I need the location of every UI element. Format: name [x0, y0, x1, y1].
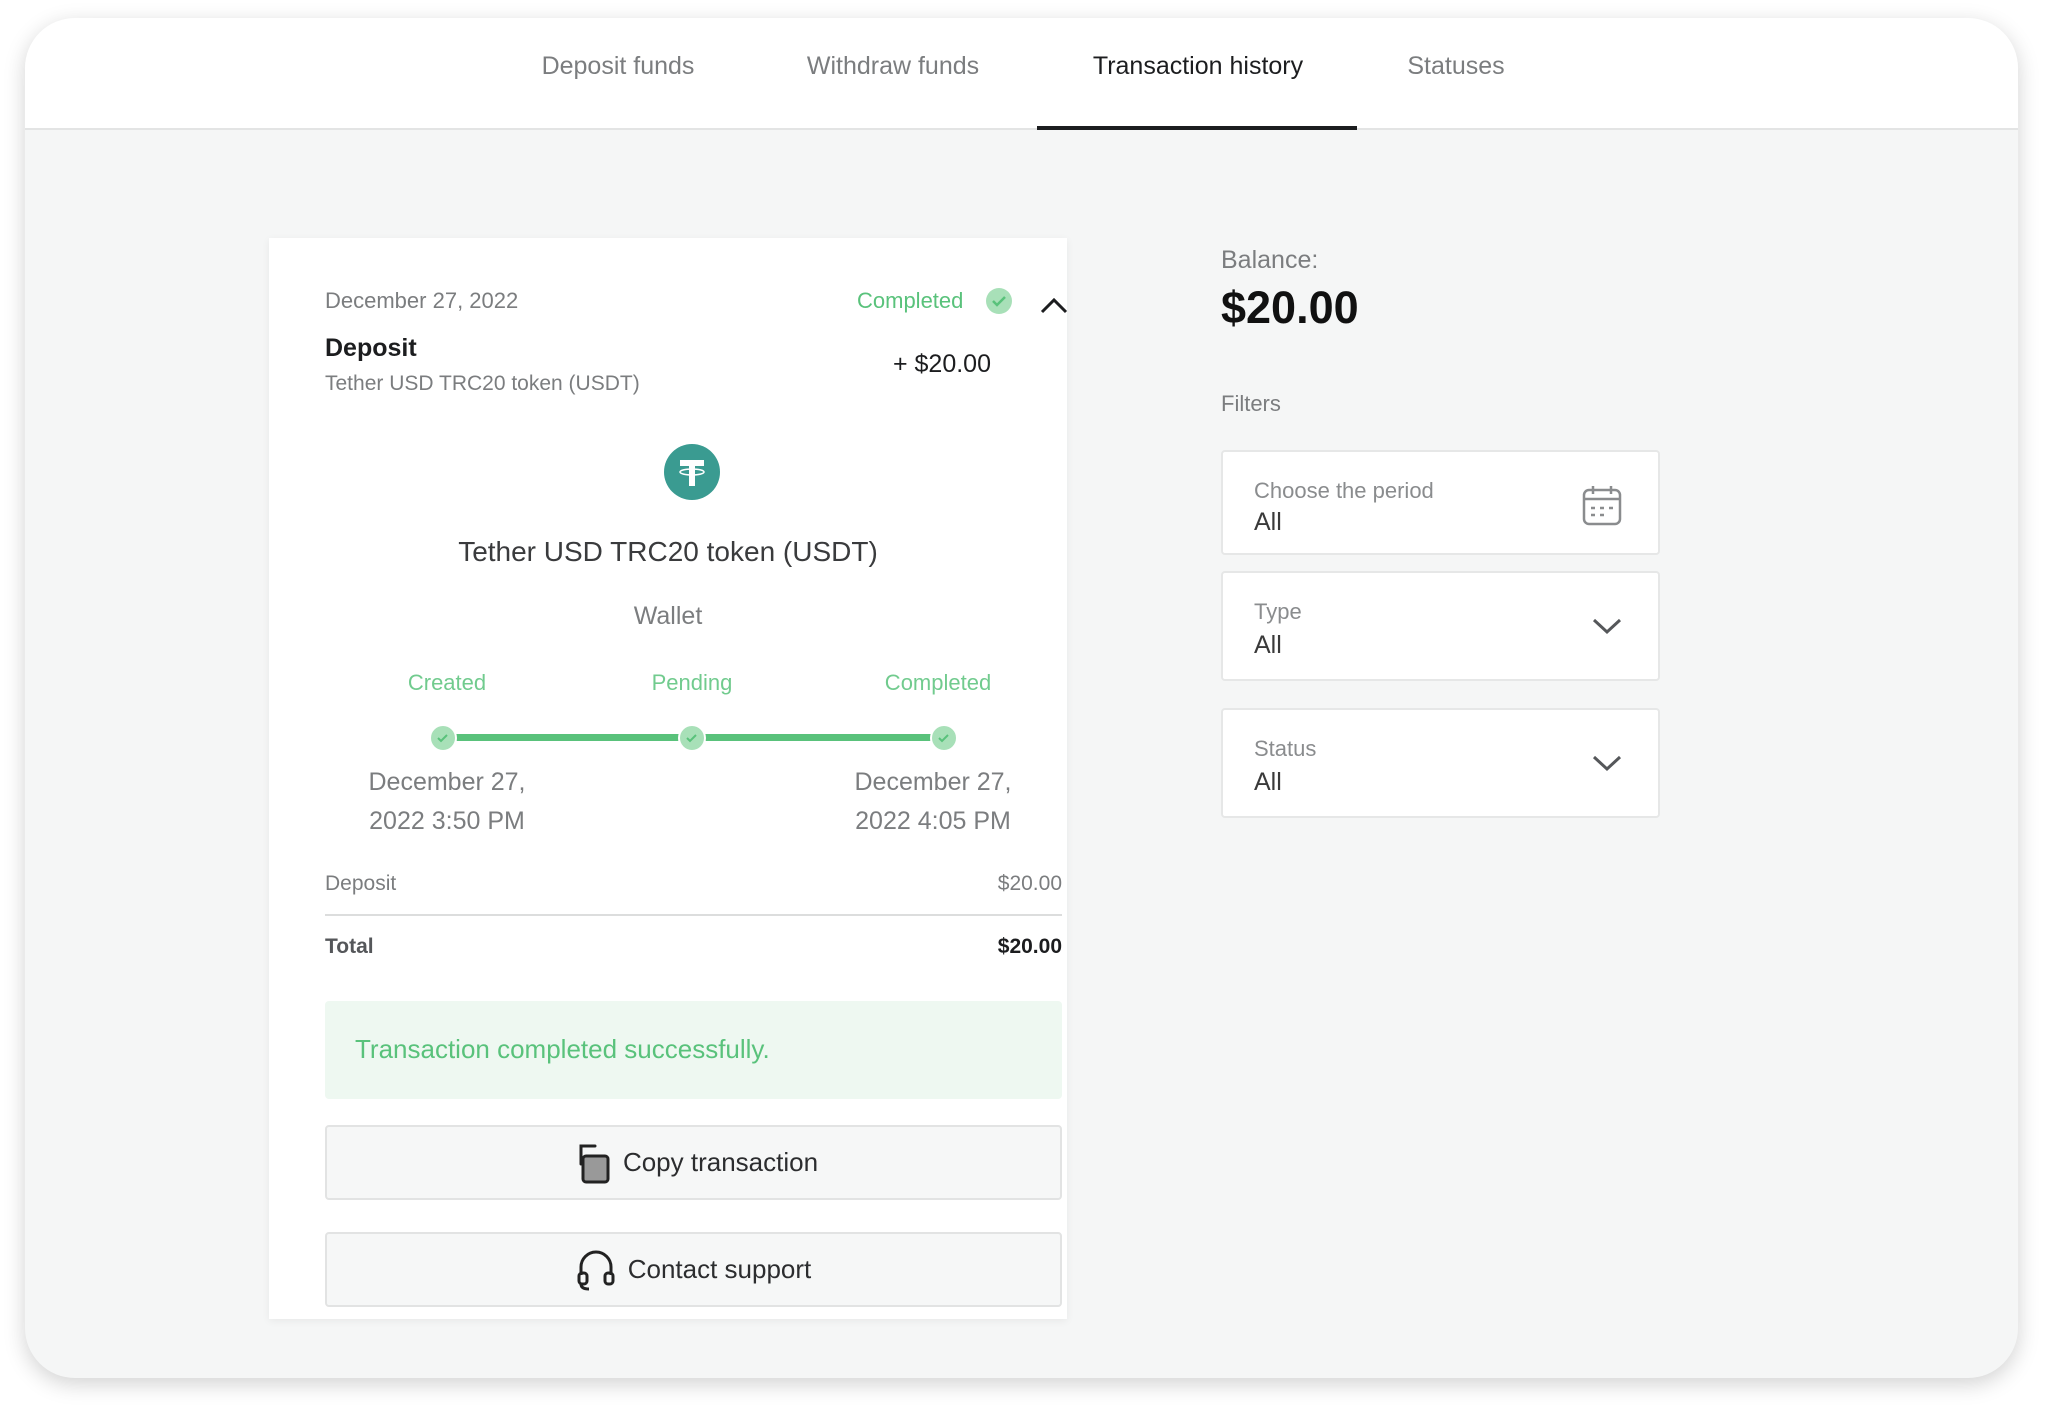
transaction-date: December 27, 2022 — [325, 288, 519, 313]
transaction-amount: + $20.00 — [892, 350, 991, 378]
total-label: Total — [325, 935, 374, 958]
step-label-pending: Pending — [651, 670, 733, 695]
copy-transaction-button[interactable]: Copy transaction — [325, 1125, 1062, 1200]
active-tab-indicator — [1037, 126, 1357, 130]
currency-subtitle: Wallet — [633, 602, 703, 630]
step-date-created: December 27, 2022 3:50 PM — [368, 768, 526, 835]
tether-icon — [664, 444, 720, 500]
transaction-method: Tether USD TRC20 token (USDT) — [325, 372, 640, 395]
period-filter[interactable]: Choose the period All — [1221, 450, 1660, 555]
success-message: Transaction completed successfully. — [355, 1034, 770, 1064]
transaction-card[interactable]: December 27, 2022 Completed Deposit Teth… — [269, 238, 1068, 1319]
chevron-up-icon[interactable] — [1040, 296, 1068, 314]
balance-value: $20.00 — [1221, 282, 1359, 333]
deposit-label: Deposit — [325, 872, 397, 895]
balance-label: Balance: — [1221, 246, 1319, 274]
tab-bar: Deposit funds Withdraw funds Transaction… — [25, 18, 2018, 130]
app-window: Deposit funds Withdraw funds Transaction… — [25, 18, 2018, 1378]
step-dot-created — [429, 724, 457, 752]
status-filter[interactable]: Status All — [1221, 708, 1660, 818]
filters-label: Filters — [1221, 391, 1281, 416]
contact-support-button[interactable]: Contact support — [325, 1232, 1062, 1307]
chevron-down-icon[interactable] — [1592, 617, 1622, 635]
copy-icon — [579, 1144, 610, 1183]
step-date-completed: December 27, 2022 4:05 PM — [854, 768, 1012, 835]
tab-transaction-history[interactable]: Transaction history — [1092, 52, 1304, 80]
headset-icon — [577, 1250, 615, 1290]
success-message-box: Transaction completed successfully. — [325, 1001, 1062, 1099]
type-filter[interactable]: Type All — [1221, 571, 1660, 681]
step-label-completed: Completed — [884, 670, 992, 695]
tab-deposit-funds[interactable]: Deposit funds — [541, 52, 695, 80]
total-value: $20.00 — [997, 935, 1062, 958]
step-label-created: Created — [407, 670, 487, 695]
calendar-icon[interactable] — [1582, 484, 1622, 526]
step-dot-pending — [678, 724, 706, 752]
transaction-type: Deposit — [325, 334, 417, 362]
chevron-down-icon[interactable] — [1592, 754, 1622, 772]
deposit-value: $20.00 — [997, 872, 1062, 895]
currency-title: Tether USD TRC20 token (USDT) — [458, 536, 878, 567]
status-badge: Completed — [857, 288, 964, 313]
tab-withdraw-funds[interactable]: Withdraw funds — [806, 52, 980, 80]
progress-track — [429, 724, 958, 752]
step-dot-completed — [930, 724, 958, 752]
divider — [325, 914, 1062, 916]
tab-statuses[interactable]: Statuses — [1407, 52, 1505, 80]
check-circle-icon — [986, 288, 1012, 314]
